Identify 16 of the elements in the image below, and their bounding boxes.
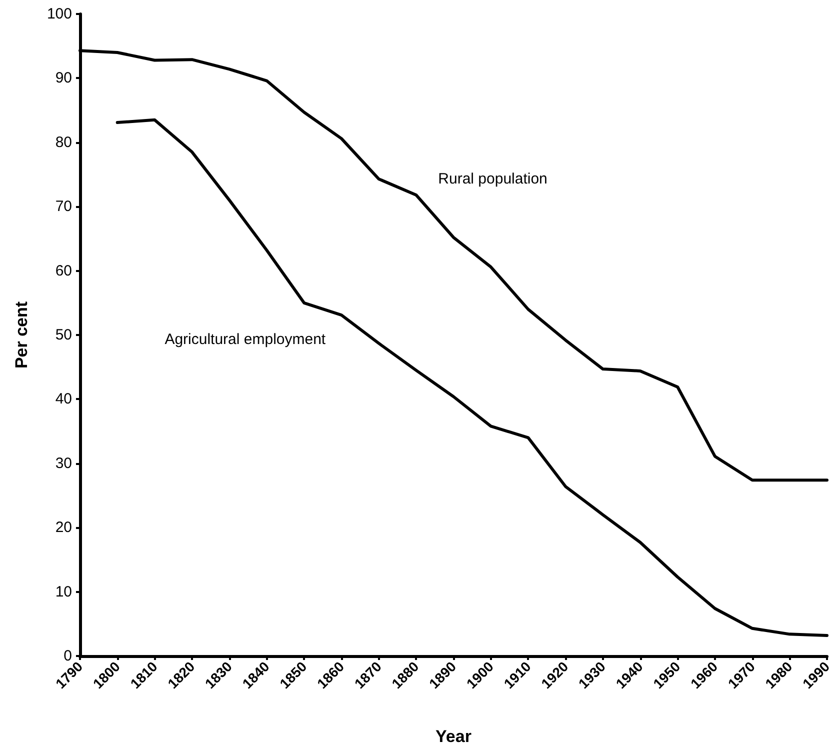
y-tick-label: 80 (55, 134, 72, 151)
line-series (116, 118, 828, 637)
x-axis-title: Year (436, 727, 472, 746)
y-tick-label: 100 (46, 6, 72, 22)
y-tick-label: 0 (64, 648, 72, 664)
y-tick-label: 10 (55, 583, 72, 600)
series-label: Agricultural employment (164, 330, 326, 348)
y-tick-label: 70 (55, 198, 72, 216)
y-axis-title: Per cent (12, 301, 31, 369)
y-tick-label: 40 (55, 390, 72, 408)
y-tick-label: 90 (55, 70, 72, 87)
series-label: Rural population (438, 170, 548, 188)
y-tick-label: 50 (55, 326, 72, 344)
y-tick-label: 60 (55, 262, 72, 280)
y-tick-label: 30 (55, 454, 72, 472)
y-tick-label: 20 (55, 519, 72, 536)
